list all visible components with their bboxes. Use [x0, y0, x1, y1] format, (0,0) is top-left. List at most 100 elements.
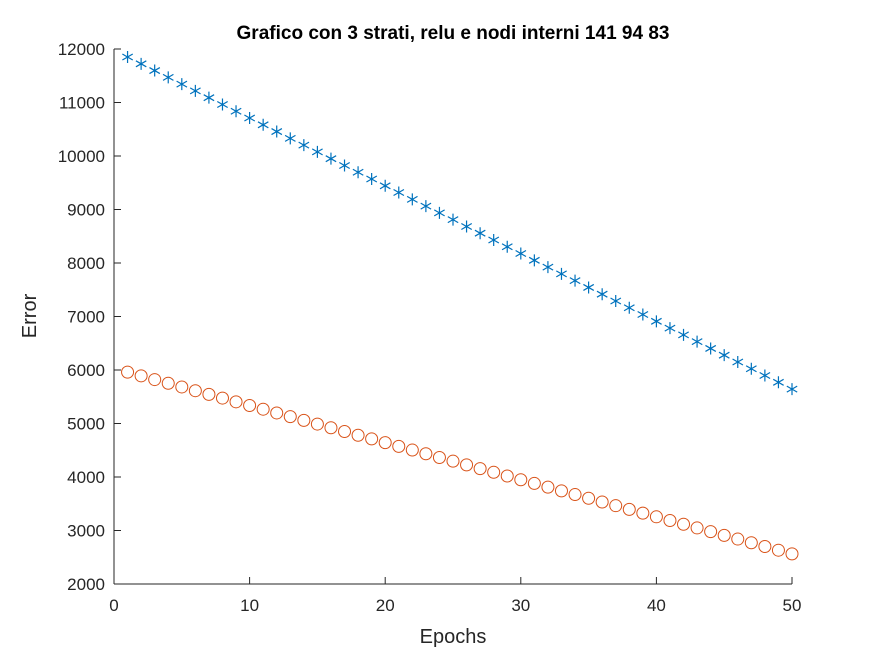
y-tick-label: 4000 — [67, 468, 105, 487]
x-tick-label: 20 — [376, 596, 395, 615]
data-point — [406, 193, 418, 206]
data-point — [705, 342, 717, 355]
data-point — [772, 376, 784, 389]
data-point — [419, 447, 433, 461]
data-point — [649, 510, 663, 524]
data-point — [284, 132, 296, 145]
data-point — [351, 428, 365, 442]
x-axis-label: Epochs — [420, 626, 487, 648]
series-1 — [122, 51, 798, 396]
data-point — [718, 349, 730, 362]
data-point — [297, 413, 311, 427]
data-point — [229, 395, 243, 409]
data-point — [162, 71, 174, 84]
data-point — [500, 469, 514, 483]
data-point — [405, 443, 419, 457]
y-tick-label: 6000 — [67, 361, 105, 380]
data-point — [555, 267, 567, 280]
data-point — [271, 125, 283, 138]
data-point — [270, 406, 284, 420]
x-tick-label: 50 — [783, 596, 802, 615]
y-tick-label: 8000 — [67, 254, 105, 273]
data-point — [365, 432, 379, 446]
data-point — [609, 499, 623, 513]
data-point — [446, 454, 460, 468]
data-point — [189, 84, 201, 97]
data-point — [637, 308, 649, 321]
data-point — [528, 254, 540, 267]
data-point — [203, 91, 215, 104]
data-point — [759, 369, 771, 382]
data-point — [501, 240, 513, 253]
data-point — [230, 105, 242, 118]
data-point — [134, 369, 148, 383]
data-point — [541, 480, 555, 494]
chart-title: Grafico con 3 strati, relu e nodi intern… — [237, 23, 670, 44]
data-point — [596, 288, 608, 301]
data-point — [202, 387, 216, 401]
data-point — [704, 525, 718, 539]
data-point — [583, 281, 595, 294]
data-point — [149, 64, 161, 77]
data-point — [731, 532, 745, 546]
x-tick-label: 40 — [647, 596, 666, 615]
data-point — [677, 517, 691, 531]
data-point — [527, 476, 541, 490]
y-tick-label: 3000 — [67, 522, 105, 541]
data-point — [243, 399, 257, 413]
data-point — [338, 424, 352, 438]
x-tick-label: 10 — [240, 596, 259, 615]
data-point — [623, 301, 635, 314]
series-layer — [121, 51, 799, 561]
data-point — [393, 186, 405, 199]
axes — [113, 49, 792, 585]
x-tick-label: 0 — [109, 596, 118, 615]
data-point — [554, 484, 568, 498]
data-point — [366, 173, 378, 186]
data-point — [324, 421, 338, 435]
data-point — [161, 376, 175, 390]
data-point — [176, 78, 188, 91]
data-point — [663, 513, 677, 527]
data-point — [216, 98, 228, 111]
data-point — [487, 465, 501, 479]
data-point — [771, 543, 785, 557]
data-point — [447, 213, 459, 226]
data-point — [542, 261, 554, 274]
data-point — [595, 495, 609, 509]
data-point — [717, 528, 731, 542]
data-point — [460, 458, 474, 472]
data-point — [473, 462, 487, 476]
data-point — [135, 57, 147, 70]
data-point — [664, 322, 676, 335]
data-point — [121, 365, 135, 379]
data-point — [610, 294, 622, 307]
ticks: 0 10 20 30 40 50 2000 3000 4000 5000 6000 7000 8000 9… — [58, 40, 802, 615]
y-tick-label: 9000 — [67, 201, 105, 220]
data-point — [392, 439, 406, 453]
data-point — [758, 539, 772, 553]
data-point — [433, 206, 445, 219]
data-point — [339, 159, 351, 172]
data-point — [257, 118, 269, 131]
data-point — [311, 145, 323, 158]
data-point — [432, 450, 446, 464]
data-point — [420, 200, 432, 213]
data-point — [283, 410, 297, 424]
data-point — [745, 362, 757, 375]
y-tick-label: 12000 — [58, 40, 105, 59]
data-point — [352, 166, 364, 179]
data-point — [378, 436, 392, 450]
data-point — [622, 502, 636, 516]
data-point — [785, 547, 799, 561]
data-point — [515, 247, 527, 260]
data-point — [568, 488, 582, 502]
series-2 — [121, 365, 799, 561]
data-point — [732, 355, 744, 368]
data-point — [691, 335, 703, 348]
data-point — [514, 473, 528, 487]
data-point — [461, 220, 473, 233]
y-tick-label: 11000 — [59, 94, 105, 113]
